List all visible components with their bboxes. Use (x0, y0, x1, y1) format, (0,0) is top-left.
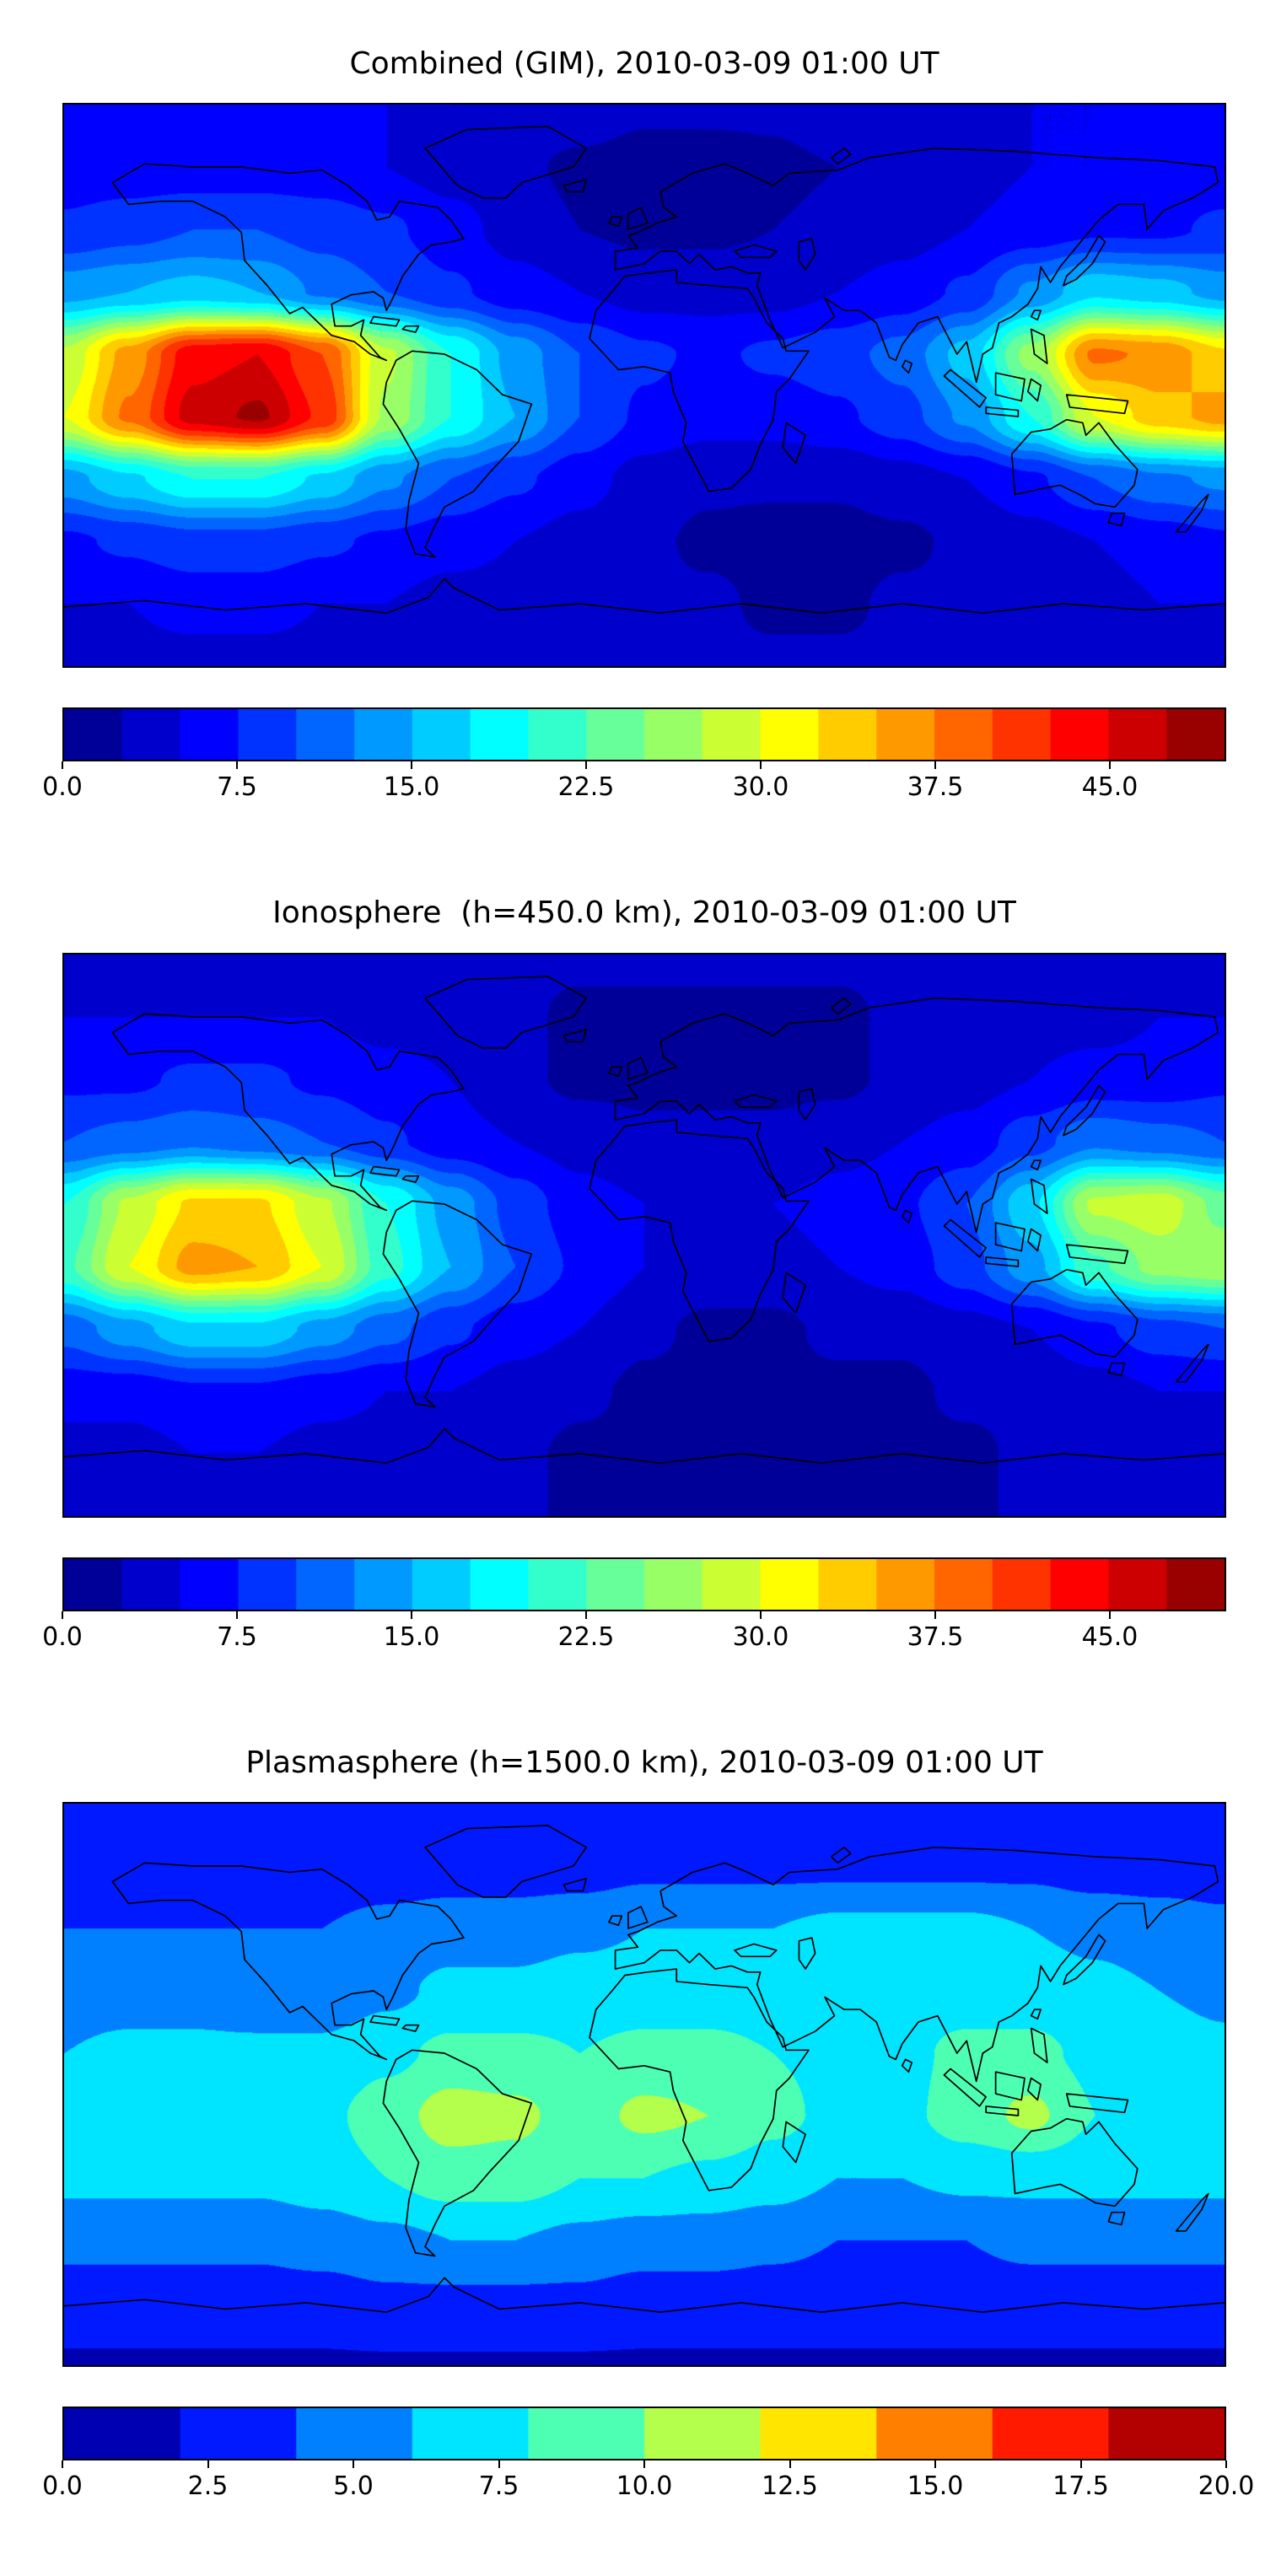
colorbar-canvas (62, 2407, 1226, 2461)
colorbar-label-row: 0.0 7.5 15.0 22.5 30.0 37.5 45.0 (42, 769, 1226, 803)
colorbar-tick-mark (760, 761, 762, 770)
coastlines-overlay (64, 1825, 1225, 2314)
panel-title-ionosphere: Ionosphere (h=450.0 km), 2010-03-09 01:0… (272, 895, 1016, 931)
colorbar-tick-label: 37.5 (907, 772, 964, 803)
colorbar-tick-label: 0.0 (42, 2471, 83, 2502)
colorbar-tick-mark (760, 1611, 762, 1619)
colorbar-tick-label: 37.5 (907, 1621, 964, 1652)
colorbar-tick-label: 45.0 (1081, 1621, 1138, 1652)
colorbar-tick-label: 0.0 (42, 1621, 83, 1652)
colorbar-tick-mark (934, 1611, 936, 1619)
colorbar-tick-mark (236, 761, 238, 770)
colorbar-canvas (62, 707, 1226, 762)
colorbar-tick-label: 30.0 (732, 772, 789, 803)
colorbar-tick-label: 7.5 (217, 1621, 257, 1652)
colorbar-tick-label: 15.0 (907, 2471, 964, 2502)
colorbar-tick-label: 15.0 (383, 772, 440, 803)
map-ionosphere (62, 952, 1226, 1518)
coastlines-overlay (64, 126, 1225, 615)
panel-title-plasmasphere: Plasmasphere (h=1500.0 km), 2010-03-09 0… (245, 1745, 1043, 1780)
colorbar-tick-mark (498, 2460, 500, 2469)
colorbar-tick-label: 45.0 (1081, 772, 1138, 803)
colorbar-ionosphere: 0.0 7.5 15.0 22.5 30.0 37.5 45.0 (42, 1557, 1226, 1652)
colorbar-tick-mark (62, 761, 63, 770)
coastline-path (64, 975, 1225, 1464)
colorbar-tick-row (62, 761, 1226, 770)
tec-heatmap-canvas (64, 1804, 1225, 2366)
colorbar-tick-mark (62, 1611, 63, 1619)
colorbar-tick-mark (934, 2460, 936, 2469)
colorbar-tick-label: 20.0 (1198, 2471, 1255, 2502)
panel-plasmasphere: Plasmasphere (h=1500.0 km), 2010-03-09 0… (42, 1745, 1254, 2502)
figure-container: Combined (GIM), 2010-03-09 01:00 UT 0.0 7… (42, 46, 1254, 2502)
colorbar-tick-mark (585, 761, 587, 770)
colorbar-combined: 0.0 7.5 15.0 22.5 30.0 37.5 45.0 (42, 707, 1226, 803)
colorbar-canvas (62, 1557, 1226, 1611)
colorbar-tick-label: 30.0 (732, 1621, 789, 1652)
colorbar-tick-mark (1109, 761, 1111, 770)
colorbar-tick-label: 7.5 (478, 2471, 519, 2502)
colorbar-tick-label: 17.5 (1052, 2471, 1109, 2502)
colorbar-tick-label: 5.0 (333, 2471, 374, 2502)
colorbar-tick-row (62, 1611, 1226, 1619)
panel-title-combined: Combined (GIM), 2010-03-09 01:00 UT (349, 46, 939, 81)
colorbar-tick-mark (411, 1611, 412, 1619)
colorbar-tick-mark (353, 2460, 354, 2469)
map-combined (62, 103, 1226, 669)
colorbar-tick-label: 12.5 (762, 2471, 818, 2502)
colorbar-tick-label: 0.0 (42, 772, 83, 803)
colorbar-tick-mark (62, 2460, 63, 2469)
colorbar-tick-mark (411, 761, 412, 770)
colorbar-tick-mark (1079, 2460, 1082, 2469)
colorbar-tick-row (62, 2460, 1227, 2469)
colorbar-tick-label: 22.5 (557, 1621, 615, 1652)
colorbar-tick-mark (643, 2460, 645, 2469)
coastline-path (64, 1825, 1225, 2314)
colorbar-tick-mark (207, 2460, 209, 2469)
colorbar-tick-mark (236, 1611, 238, 1619)
map-plasmasphere (62, 1802, 1226, 2368)
coastlines-overlay (64, 975, 1225, 1464)
colorbar-tick-label: 22.5 (557, 772, 615, 803)
coastline-path (64, 126, 1225, 615)
tec-heatmap-canvas (64, 105, 1225, 667)
colorbar-tick-mark (585, 1611, 587, 1619)
colorbar-tick-label: 2.5 (187, 2471, 229, 2502)
colorbar-label-row: 0.0 2.5 5.0 7.5 10.0 12.5 15.0 17.5 20.0 (42, 2468, 1254, 2502)
colorbar-tick-label: 15.0 (383, 1621, 440, 1652)
colorbar-plasmasphere: 0.0 2.5 5.0 7.5 10.0 12.5 15.0 17.5 20.0 (42, 2407, 1254, 2502)
colorbar-tick-mark (1109, 1611, 1111, 1619)
panel-ionosphere: Ionosphere (h=450.0 km), 2010-03-09 01:0… (42, 895, 1226, 1652)
colorbar-tick-label: 10.0 (616, 2471, 673, 2502)
tec-heatmap-canvas (64, 954, 1225, 1516)
colorbar-tick-label: 7.5 (217, 772, 257, 803)
colorbar-tick-mark (1225, 2460, 1227, 2469)
colorbar-label-row: 0.0 7.5 15.0 22.5 30.0 37.5 45.0 (42, 1619, 1226, 1652)
panel-combined-gim: Combined (GIM), 2010-03-09 01:00 UT 0.0 7… (42, 46, 1226, 803)
colorbar-tick-mark (789, 2460, 791, 2469)
colorbar-tick-mark (934, 761, 936, 770)
